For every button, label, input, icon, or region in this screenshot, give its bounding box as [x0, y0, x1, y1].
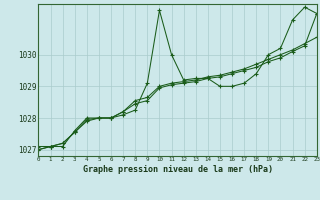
X-axis label: Graphe pression niveau de la mer (hPa): Graphe pression niveau de la mer (hPa) [83, 165, 273, 174]
